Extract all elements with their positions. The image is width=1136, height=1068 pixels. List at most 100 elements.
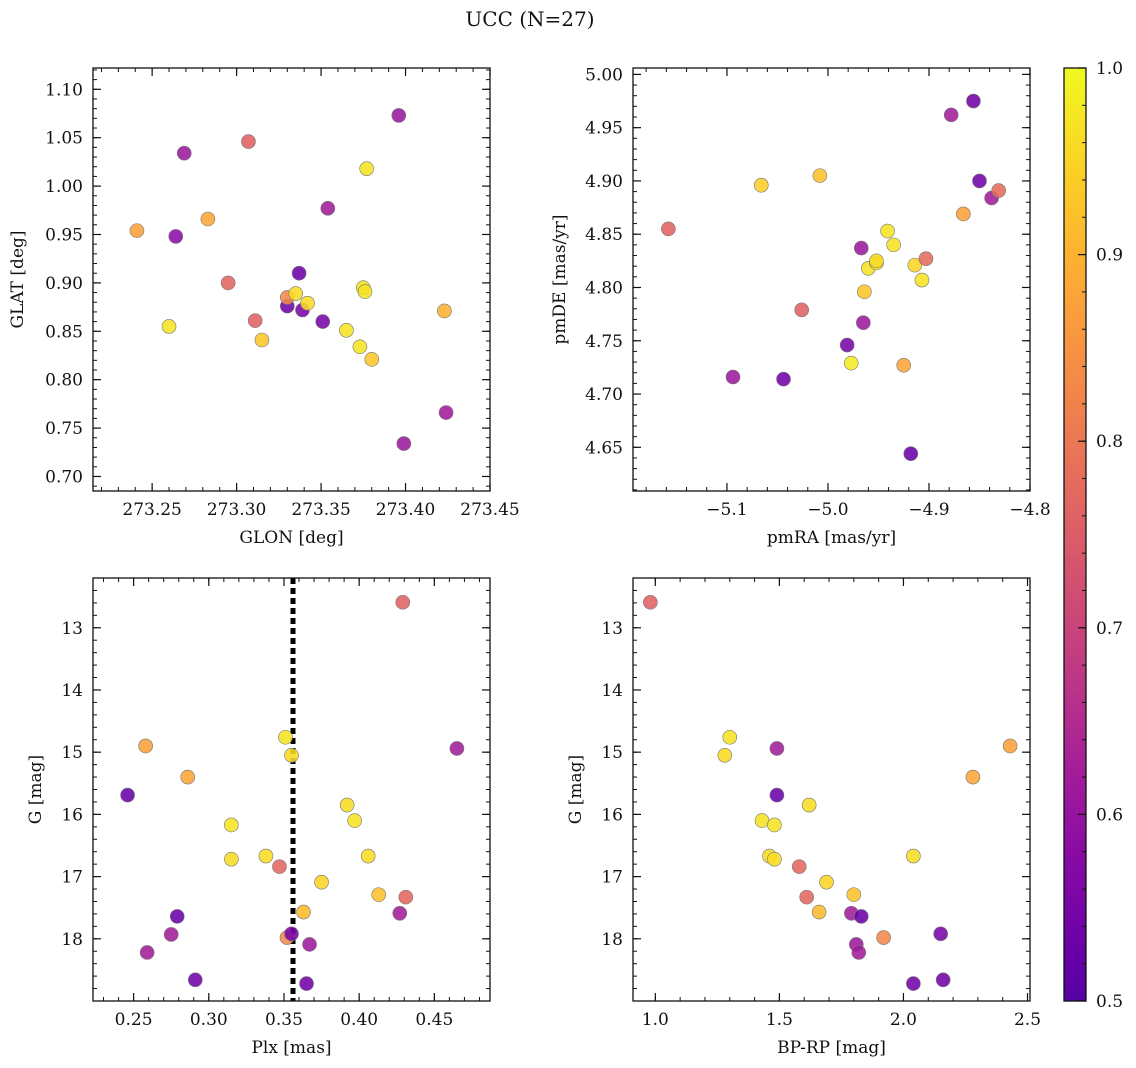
data-point bbox=[438, 405, 454, 420]
data-point bbox=[661, 221, 676, 237]
y-tick-label: 4.70 bbox=[585, 385, 623, 405]
data-point bbox=[876, 930, 891, 945]
y-tick-label: 1.00 bbox=[45, 177, 83, 197]
y-tick-label: 14 bbox=[61, 681, 83, 701]
panel-2: −5.1 −5.0 −4.9 −4.8 4.65 4.70 4.75 4.80 4.85 4.90… bbox=[550, 65, 1051, 548]
y-tick-label: 4.90 bbox=[585, 172, 623, 192]
colorbar-tick-label: 1.0 bbox=[1096, 59, 1123, 79]
data-point bbox=[284, 926, 299, 942]
data-point bbox=[767, 851, 782, 867]
y-tick-label: 1.10 bbox=[45, 80, 83, 100]
data-point bbox=[300, 295, 315, 311]
data-point bbox=[247, 313, 263, 328]
x-tick-label: 273.45 bbox=[460, 500, 519, 520]
data-point bbox=[753, 177, 769, 193]
data-point bbox=[258, 848, 274, 864]
data-point bbox=[278, 729, 293, 745]
y-tick-label: 4.85 bbox=[585, 225, 623, 245]
data-point bbox=[896, 357, 912, 373]
x-tick-label: 1.5 bbox=[766, 1010, 793, 1030]
y-tick-label: 14 bbox=[601, 681, 623, 701]
x-tick-label: 0.30 bbox=[190, 1010, 228, 1030]
data-point bbox=[725, 369, 741, 385]
y-axis-label: GLAT [deg] bbox=[8, 230, 28, 328]
x-tick-label: 0.35 bbox=[265, 1010, 303, 1030]
data-point bbox=[449, 741, 465, 756]
data-point bbox=[965, 769, 981, 785]
colorbar-tick-label: 0.5 bbox=[1096, 992, 1123, 1012]
data-point bbox=[291, 265, 307, 281]
y-tick-label: 0.85 bbox=[45, 322, 83, 342]
y-tick-label: 17 bbox=[601, 868, 623, 888]
colorbar: 0.5 0.6 0.7 0.8 0.9 1.0 bbox=[1063, 59, 1123, 1012]
data-point bbox=[722, 729, 738, 745]
data-point bbox=[296, 904, 311, 920]
colorbar-tick-label: 0.7 bbox=[1096, 619, 1123, 639]
x-tick-label: 273.25 bbox=[122, 500, 181, 520]
data-point bbox=[241, 134, 256, 149]
data-point bbox=[776, 371, 791, 387]
data-point bbox=[352, 339, 368, 355]
data-point bbox=[811, 904, 827, 920]
x-tick-label: −5.0 bbox=[807, 500, 848, 520]
data-point bbox=[395, 594, 411, 610]
data-point bbox=[857, 284, 872, 300]
x-tick-label: 0.40 bbox=[340, 1010, 378, 1030]
data-point bbox=[769, 741, 785, 756]
data-point bbox=[129, 223, 145, 238]
y-tick-label: 4.75 bbox=[585, 332, 623, 352]
data-point bbox=[846, 887, 862, 902]
panel-3: 0.25 0.30 0.35 0.40 0.45 13 14 15 16 17 18 Plx [mas… bbox=[26, 577, 491, 1058]
data-point bbox=[991, 183, 1006, 198]
x-tick-label: −4.8 bbox=[1009, 500, 1050, 520]
y-tick-label: 4.95 bbox=[585, 119, 623, 139]
data-point bbox=[812, 168, 828, 183]
data-point bbox=[880, 223, 895, 239]
data-point bbox=[914, 272, 930, 288]
data-point bbox=[972, 173, 987, 189]
data-point bbox=[161, 319, 177, 334]
data-point bbox=[839, 337, 855, 353]
data-point bbox=[371, 887, 387, 902]
data-point bbox=[906, 976, 921, 991]
data-point bbox=[347, 813, 362, 828]
data-point bbox=[392, 905, 408, 921]
data-point bbox=[754, 813, 770, 828]
y-tick-label: 13 bbox=[61, 619, 83, 639]
y-axis-label: pmDE [mas/yr] bbox=[550, 214, 570, 344]
data-point bbox=[391, 108, 407, 123]
data-point bbox=[357, 284, 373, 299]
colorbar-tick-label: 0.6 bbox=[1096, 805, 1123, 825]
x-tick-label: 2.0 bbox=[890, 1010, 917, 1030]
y-tick-label: 1.05 bbox=[45, 129, 83, 149]
plot-frame bbox=[92, 67, 491, 492]
y-axis-label: G [mag] bbox=[26, 755, 46, 824]
data-point bbox=[364, 352, 380, 367]
data-point bbox=[163, 927, 179, 942]
data-point bbox=[935, 972, 951, 988]
data-point bbox=[138, 738, 153, 754]
data-point bbox=[169, 909, 185, 924]
y-tick-label: 18 bbox=[601, 930, 623, 950]
data-point bbox=[966, 93, 981, 109]
data-point bbox=[886, 237, 901, 253]
data-point bbox=[360, 848, 376, 864]
data-point bbox=[906, 848, 921, 864]
data-point bbox=[168, 229, 184, 244]
data-point bbox=[288, 286, 304, 301]
x-tick-label: 2.5 bbox=[1014, 1010, 1041, 1030]
x-tick-label: 1.0 bbox=[642, 1010, 669, 1030]
data-point bbox=[299, 976, 314, 991]
x-tick-label: 273.35 bbox=[291, 500, 350, 520]
colorbar-tick-label: 0.9 bbox=[1096, 246, 1123, 266]
data-point bbox=[643, 594, 658, 610]
data-point bbox=[284, 747, 299, 763]
plot-frame bbox=[632, 577, 1031, 1002]
panel-1: 273.25 273.30 273.35 273.40 273.45 0.70 0.75 0.… bbox=[8, 67, 520, 548]
data-point bbox=[767, 817, 782, 833]
y-tick-label: 16 bbox=[601, 805, 623, 825]
data-point bbox=[918, 251, 934, 267]
y-tick-label: 4.80 bbox=[585, 278, 623, 298]
y-tick-label: 17 bbox=[61, 868, 83, 888]
